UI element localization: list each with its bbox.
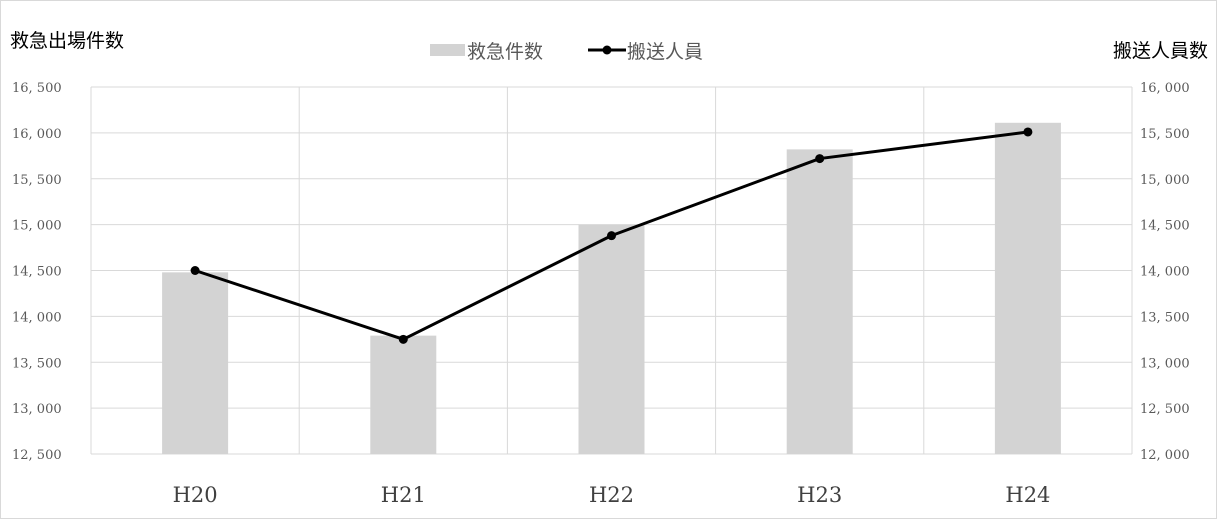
left-tick-label: 13, 500 [12,356,62,371]
right-tick-label: 14, 500 [1140,219,1190,234]
gridlines [90,86,1133,455]
bar [162,272,229,454]
line-point [815,154,825,164]
bar-series [162,122,1061,454]
right-tick-label: 14, 000 [1140,265,1190,280]
left-tick-label: 15, 000 [12,219,62,234]
line-point [607,231,616,241]
right-tick-label: 12, 500 [1140,402,1190,417]
left-tick-label: 15, 500 [12,173,62,188]
legend: 救急件数 搬送人員 [430,41,703,63]
line-point [1023,127,1033,137]
bar [786,149,853,454]
right-axis-title: 搬送人員数 [1113,40,1208,62]
legend-bar-label: 救急件数 [467,41,543,63]
line-point [190,266,200,275]
category-label: H21 [381,483,426,507]
axis-ticks: 12, 500 12, 000 13, 000 12, 500 13, 500 13, 0… [12,81,1190,507]
category-label: H23 [797,483,842,507]
legend-line-label: 搬送人員 [627,41,703,63]
left-tick-label: 14, 500 [12,265,62,280]
right-tick-label: 15, 000 [1140,173,1190,188]
legend-bar-swatch [430,44,465,56]
left-axis-title: 救急出場件数 [10,30,124,52]
left-tick-label: 12, 500 [12,448,62,463]
right-tick-label: 15, 500 [1140,127,1190,142]
left-tick-label: 16, 500 [12,81,62,96]
bar [370,335,437,454]
line-point [398,334,408,344]
category-label: H22 [589,483,634,507]
category-label: H24 [1005,483,1050,507]
legend-line-marker [602,45,612,55]
left-tick-label: 16, 000 [12,127,62,142]
right-tick-label: 12, 000 [1140,448,1190,463]
left-tick-label: 13, 000 [12,402,62,417]
category-label: H20 [173,483,218,507]
right-tick-label: 13, 000 [1140,356,1190,371]
line-series [190,127,1033,344]
right-tick-label: 13, 500 [1140,310,1190,325]
left-tick-label: 14, 000 [12,310,62,325]
bar [994,122,1061,454]
bar [578,224,645,454]
right-tick-label: 16, 000 [1140,81,1190,96]
